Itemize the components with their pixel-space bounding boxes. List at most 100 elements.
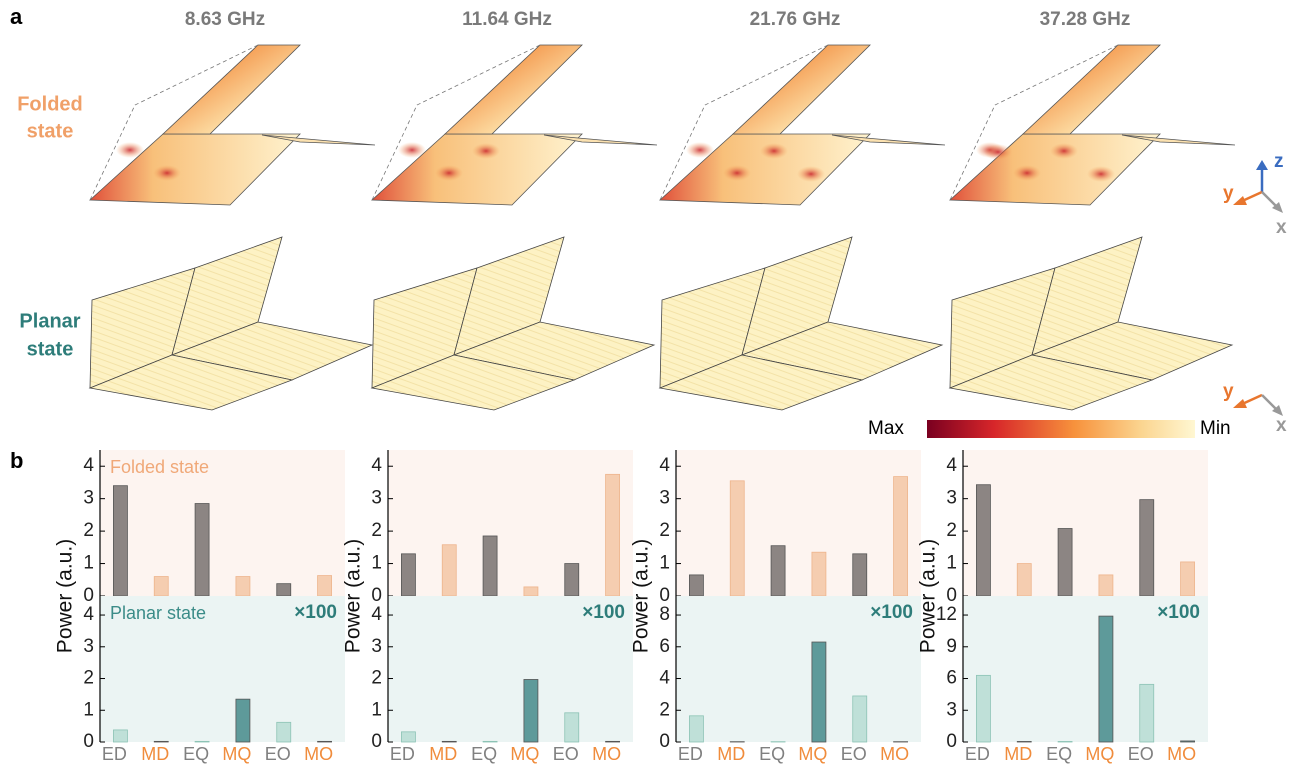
y-tick-label: 1	[946, 553, 957, 574]
hot-spot	[760, 143, 788, 159]
hot-spot	[984, 144, 1012, 160]
hot-spot	[153, 165, 181, 181]
y-tick-label: 0	[946, 731, 957, 752]
state-label: Folded state	[110, 457, 209, 477]
frequency-title: 37.28 GHz	[1040, 9, 1131, 30]
row-label: Folded	[17, 93, 83, 115]
y-tick-label: 0	[83, 585, 94, 606]
hot-spot	[723, 165, 751, 181]
x-tick-label: ED	[102, 744, 127, 764]
scale-note: ×100	[1157, 602, 1200, 623]
x-tick-label: EO	[1128, 744, 1154, 764]
bar	[195, 741, 209, 742]
y-tick-label: 2	[659, 699, 670, 720]
bar	[1140, 684, 1154, 742]
x-tick-label: ED	[390, 744, 415, 764]
bar	[606, 474, 620, 596]
y-tick-label: 3	[83, 636, 94, 657]
x-tick-label: MQ	[1085, 744, 1114, 764]
bar	[1017, 564, 1031, 596]
bar	[401, 732, 415, 742]
hot-spot	[472, 143, 500, 159]
y-tick-label: 0	[371, 731, 382, 752]
x-tick-label: MD	[717, 744, 745, 764]
hot-spot	[116, 142, 144, 158]
bar	[195, 504, 209, 596]
y-tick-label: 8	[659, 604, 670, 625]
bar	[730, 481, 744, 596]
bar	[236, 577, 250, 596]
colorbar	[927, 420, 1195, 438]
y-tick-label: 2	[371, 668, 382, 689]
bar	[401, 554, 415, 596]
bar	[1058, 741, 1072, 742]
y-tick-label: 2	[371, 520, 382, 541]
bar	[113, 730, 127, 742]
x-tick-label: EQ	[471, 744, 497, 764]
y-tick-label: 4	[371, 604, 382, 625]
y-axis-label: Power (a.u.)	[342, 539, 365, 653]
bar	[689, 716, 703, 742]
y-tick-label: 4	[83, 455, 94, 476]
bar	[1181, 741, 1195, 742]
y-tick-label: 0	[659, 731, 670, 752]
bar	[277, 722, 291, 742]
scale-note: ×100	[582, 602, 625, 623]
bar	[483, 741, 497, 742]
x-tick-label: MD	[429, 744, 457, 764]
bar	[606, 741, 620, 742]
y-axis-label: Power (a.u.)	[54, 539, 77, 653]
x-tick-label: MQ	[798, 744, 827, 764]
y-tick-label: 6	[659, 636, 670, 657]
y-tick-label: 1	[371, 553, 382, 574]
y-tick-label: 4	[371, 455, 382, 476]
bar	[524, 679, 538, 742]
hot-spot	[1050, 143, 1078, 159]
x-tick-label: ED	[678, 744, 703, 764]
axis-label: x	[1276, 415, 1287, 436]
panel-label: b	[10, 448, 23, 473]
colorbar-label: Min	[1200, 418, 1231, 439]
y-axis-label: Power (a.u.)	[630, 539, 653, 653]
bar	[1099, 616, 1113, 742]
field-maps	[90, 45, 1235, 410]
x-tick-label: EQ	[1046, 744, 1072, 764]
x-tick-label: ED	[965, 744, 990, 764]
y-tick-label: 3	[371, 636, 382, 657]
x-tick-label: MO	[592, 744, 621, 764]
x-tick-label: EO	[841, 744, 867, 764]
bar	[771, 546, 785, 596]
y-tick-label: 6	[946, 668, 957, 689]
y-tick-label: 2	[83, 520, 94, 541]
bar	[976, 675, 990, 742]
y-tick-label: 0	[371, 585, 382, 606]
plot-background	[676, 450, 921, 596]
x-tick-label: MO	[880, 744, 909, 764]
y-axis-label: Power (a.u.)	[917, 539, 940, 653]
x-tick-label: MO	[1167, 744, 1196, 764]
x-tick-label: MQ	[510, 744, 539, 764]
axis-triad	[1233, 160, 1283, 416]
y-tick-label: 3	[946, 488, 957, 509]
bar	[277, 584, 291, 596]
hot-spot	[686, 142, 714, 158]
bar	[894, 477, 908, 596]
y-tick-label: 2	[946, 520, 957, 541]
state-label: Planar state	[110, 603, 206, 623]
y-tick-label: 3	[946, 699, 957, 720]
bar	[154, 741, 168, 742]
row-label: state	[27, 120, 74, 142]
bar	[236, 699, 250, 742]
x-tick-label: EO	[265, 744, 291, 764]
x-tick-label: MO	[304, 744, 333, 764]
y-tick-label: 4	[659, 455, 670, 476]
scale-note: ×100	[294, 602, 337, 623]
x-tick-label: EO	[553, 744, 579, 764]
y-tick-label: 2	[83, 668, 94, 689]
bar	[1099, 575, 1113, 596]
y-tick-label: 4	[83, 604, 94, 625]
axis-label: z	[1274, 151, 1284, 172]
y-tick-label: 0	[659, 585, 670, 606]
y-tick-label: 4	[946, 455, 957, 476]
